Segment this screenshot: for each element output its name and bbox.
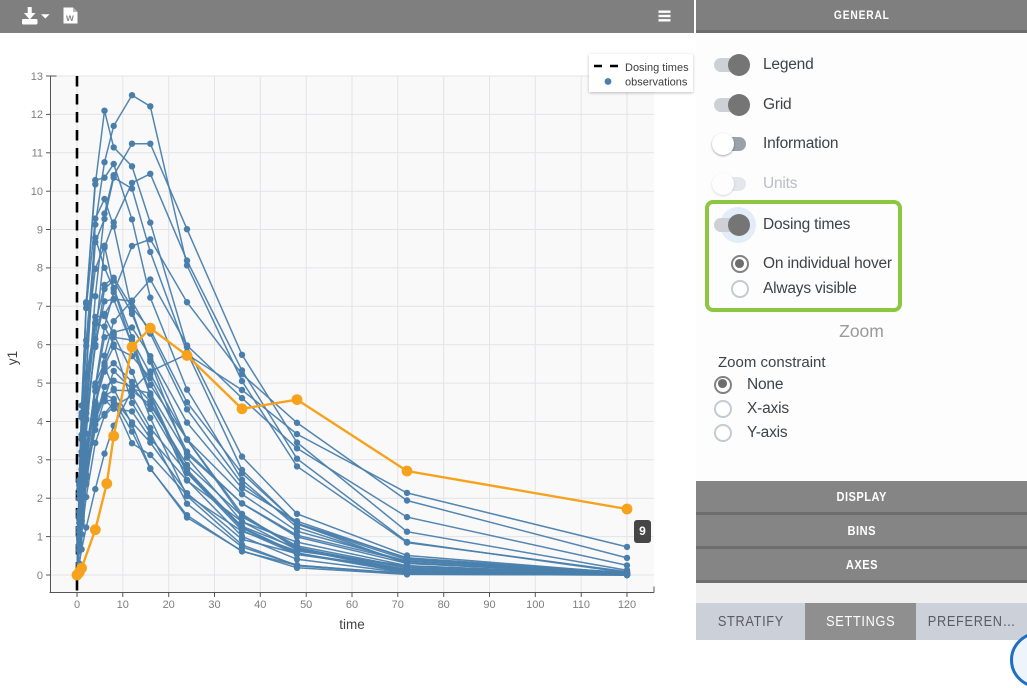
svg-text:80: 80 bbox=[438, 599, 450, 611]
svg-text:4: 4 bbox=[37, 416, 43, 428]
svg-text:7: 7 bbox=[37, 301, 43, 313]
svg-text:30: 30 bbox=[208, 599, 220, 611]
svg-text:11: 11 bbox=[32, 148, 43, 160]
svg-text:6: 6 bbox=[37, 340, 43, 352]
svg-text:time: time bbox=[339, 617, 365, 632]
svg-text:observations: observations bbox=[625, 77, 688, 89]
svg-text:y1: y1 bbox=[5, 351, 20, 365]
svg-text:9: 9 bbox=[37, 224, 43, 236]
svg-text:70: 70 bbox=[392, 599, 404, 611]
svg-text:3: 3 bbox=[37, 455, 43, 467]
svg-text:110: 110 bbox=[572, 599, 590, 611]
svg-text:13: 13 bbox=[31, 71, 43, 83]
svg-text:5: 5 bbox=[37, 378, 43, 390]
svg-text:20: 20 bbox=[163, 599, 175, 611]
svg-text:0: 0 bbox=[37, 570, 43, 582]
svg-text:2: 2 bbox=[37, 493, 43, 505]
svg-text:w: w bbox=[65, 13, 74, 24]
svg-text:10: 10 bbox=[117, 599, 129, 611]
svg-text:100: 100 bbox=[526, 599, 544, 611]
svg-text:40: 40 bbox=[254, 599, 266, 611]
svg-text:Dosing times: Dosing times bbox=[625, 62, 689, 74]
svg-text:90: 90 bbox=[483, 599, 495, 611]
svg-text:8: 8 bbox=[37, 263, 43, 275]
svg-text:10: 10 bbox=[31, 186, 43, 198]
svg-text:50: 50 bbox=[300, 599, 312, 611]
svg-text:120: 120 bbox=[618, 599, 636, 611]
svg-text:12: 12 bbox=[31, 109, 43, 121]
svg-text:1: 1 bbox=[37, 531, 43, 543]
svg-text:0: 0 bbox=[74, 599, 80, 611]
svg-text:60: 60 bbox=[346, 599, 358, 611]
